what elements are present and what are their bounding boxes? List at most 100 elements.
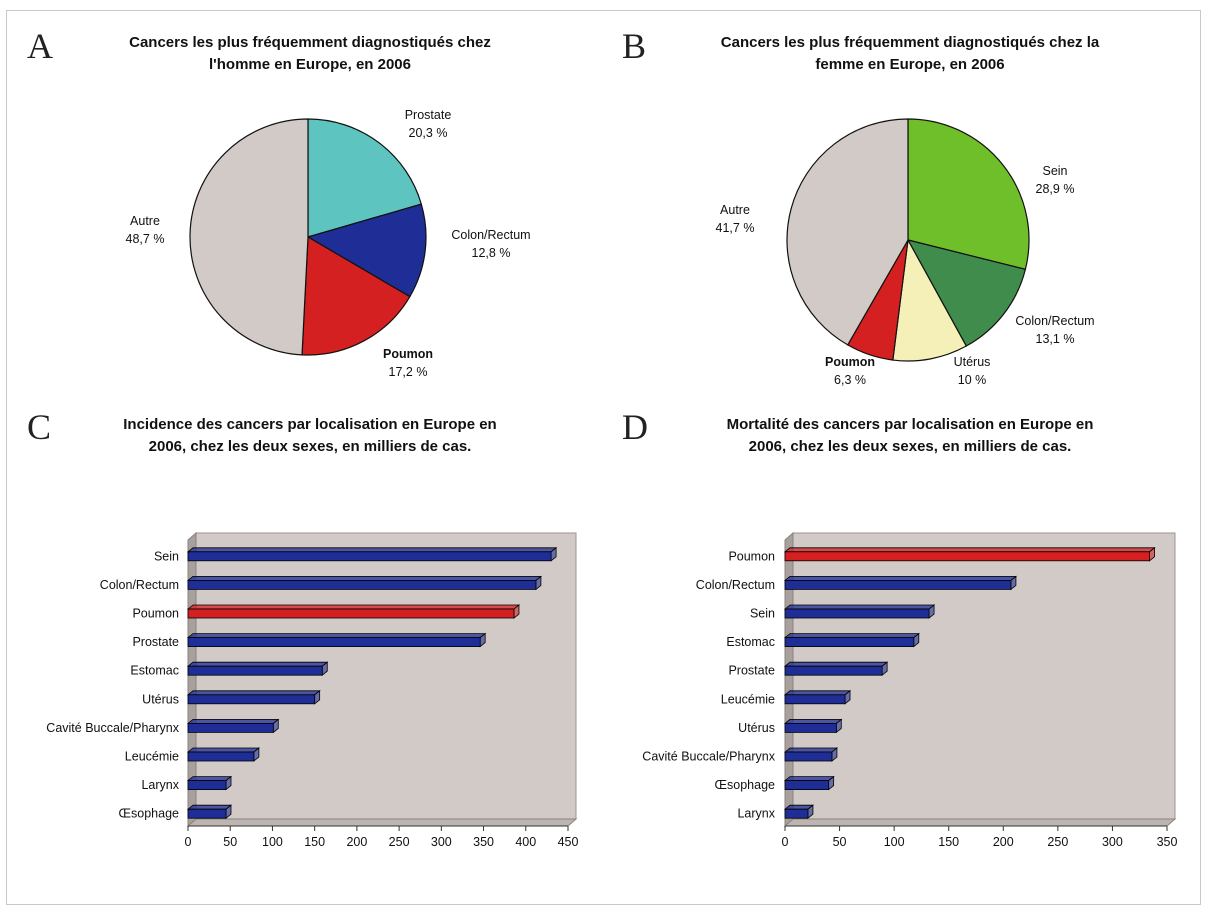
pie-label-colon-rectum: Colon/Rectum [451, 228, 530, 242]
bar-top-face [186, 576, 543, 581]
category-label-prostate: Prostate [728, 664, 775, 678]
bar-top-face [186, 661, 329, 667]
bar-front-face [784, 751, 833, 762]
bar-larynx [783, 804, 815, 820]
x-tick-label-150: 150 [938, 835, 959, 849]
pie-chart-b: Sein 28,9 % Colon/Rectum 13,1 % Utérus 10 % Po… [716, 118, 1095, 387]
pie-value-poumon: 6,3 % [834, 373, 866, 387]
x-tick-label-50: 50 [223, 835, 237, 849]
bar-leucemie [783, 689, 852, 705]
bar-larynx [186, 775, 233, 791]
pie-slice-sein [907, 118, 1030, 271]
category-label-larynx: Larynx [141, 778, 179, 792]
pie-label-colon-rectum: Colon/Rectum [1015, 314, 1094, 328]
category-label-poumon: Poumon [132, 607, 179, 621]
bar-oesophage [783, 775, 835, 791]
x-tick-label-0: 0 [185, 835, 192, 849]
bar-top-face [186, 690, 321, 696]
bar-front-face [784, 608, 930, 619]
category-label-cavite-buccale-pharynx: Cavité Buccale/Pharynx [642, 750, 775, 764]
bar-front-face [784, 580, 1012, 590]
bar-poumon [186, 604, 521, 619]
category-label-larynx: Larynx [737, 807, 775, 821]
x-tick-label-350: 350 [1157, 835, 1178, 849]
category-label-sein: Sein [750, 607, 775, 621]
category-label-leucemie: Leucémie [721, 692, 775, 706]
bar-chart-c: Sein Colon/Rectum Poumon Prostate Estomac Uté… [46, 531, 579, 849]
bar-top-face [186, 747, 261, 753]
pie-slice-autre [189, 118, 309, 356]
pie-value-colon-rectum: 12,8 % [472, 246, 511, 260]
bar-cavite-buccale-pharynx [186, 718, 280, 734]
bar-uterus [783, 718, 843, 734]
pie-value-sein: 28,9 % [1036, 182, 1075, 196]
bar-front-face [187, 694, 316, 705]
bar-front-face [784, 551, 1150, 562]
bar-top-face [783, 633, 920, 638]
panel-a-letter: A [27, 26, 53, 66]
x-tick-label-300: 300 [431, 835, 452, 849]
x-tick-label-0: 0 [782, 835, 789, 849]
x-tick-label-200: 200 [346, 835, 367, 849]
panel-a-title: Cancers les plus fréquemment diagnostiqu… [80, 32, 540, 76]
bar-front-face [784, 808, 809, 819]
pie-value-uterus: 10 % [958, 373, 987, 387]
x-tick-label-50: 50 [833, 835, 847, 849]
bar-front-face [784, 694, 846, 705]
panel-d-letter: D [622, 407, 648, 447]
bar-top-face [186, 776, 233, 781]
bar-front-face [187, 551, 552, 562]
bar-top-face [186, 547, 558, 553]
category-label-sein: Sein [154, 549, 179, 563]
plot-floor [783, 818, 1177, 827]
category-label-oesophage: Œsophage [715, 778, 776, 792]
bar-oesophage [186, 804, 233, 820]
panel-b-letter: B [622, 26, 647, 66]
bar-top-face [186, 804, 233, 810]
x-tick-label-250: 250 [389, 835, 410, 849]
pie-label-prostate: Prostate [405, 108, 452, 122]
x-tick-label-100: 100 [884, 835, 905, 849]
panel-c-title-line2: 2006, chez les deux sexes, en milliers d… [148, 438, 472, 455]
bar-top-face [783, 547, 1156, 553]
panel-a-title-line2: l'homme en Europe, en 2006 [209, 56, 411, 73]
bar-top-face [783, 747, 839, 753]
bar-front-face [187, 751, 255, 762]
panel-d-title-line1: Mortalité des cancers par localisation e… [726, 416, 1094, 433]
pie-slice-colon-rectum [906, 239, 1027, 347]
bar-front-face [187, 580, 537, 590]
panel-c-letter: C [27, 407, 52, 447]
bar-cavite-buccale-pharynx [783, 747, 839, 762]
pie-label-sein: Sein [1042, 164, 1067, 178]
bar-top-face [783, 604, 936, 610]
bar-top-face [186, 604, 521, 610]
bar-front-face [784, 723, 837, 733]
bar-prostate [186, 632, 487, 648]
plot-back-wall [792, 532, 1176, 820]
bar-front-face [187, 665, 323, 676]
bar-front-face [187, 637, 481, 647]
plot-floor [186, 818, 578, 827]
category-label-uterus: Utérus [738, 721, 775, 735]
panel-a-title-line1: Cancers les plus fréquemment diagnostiqu… [129, 34, 491, 51]
bar-estomac [186, 661, 329, 677]
bar-front-face [784, 637, 915, 647]
x-tick-label-300: 300 [1102, 835, 1123, 849]
pie-label-poumon: Poumon [383, 347, 433, 361]
x-tick-label-450: 450 [558, 835, 579, 849]
pie-slice-poumon [301, 235, 411, 356]
bar-top-face [186, 633, 487, 638]
category-label-leucemie: Leucémie [125, 750, 179, 764]
x-tick-label-100: 100 [262, 835, 283, 849]
category-label-estomac: Estomac [130, 664, 179, 678]
bar-colon-rectum [783, 575, 1018, 591]
bar-uterus [186, 689, 321, 705]
bar-sein [186, 546, 558, 562]
bar-colon-rectum [186, 575, 543, 591]
bar-top-face [783, 576, 1018, 581]
pie-label-autre: Autre [720, 203, 750, 217]
category-label-colon-rectum: Colon/Rectum [100, 578, 179, 592]
pie-label-poumon: Poumon [825, 355, 875, 369]
x-tick-label-250: 250 [1047, 835, 1068, 849]
